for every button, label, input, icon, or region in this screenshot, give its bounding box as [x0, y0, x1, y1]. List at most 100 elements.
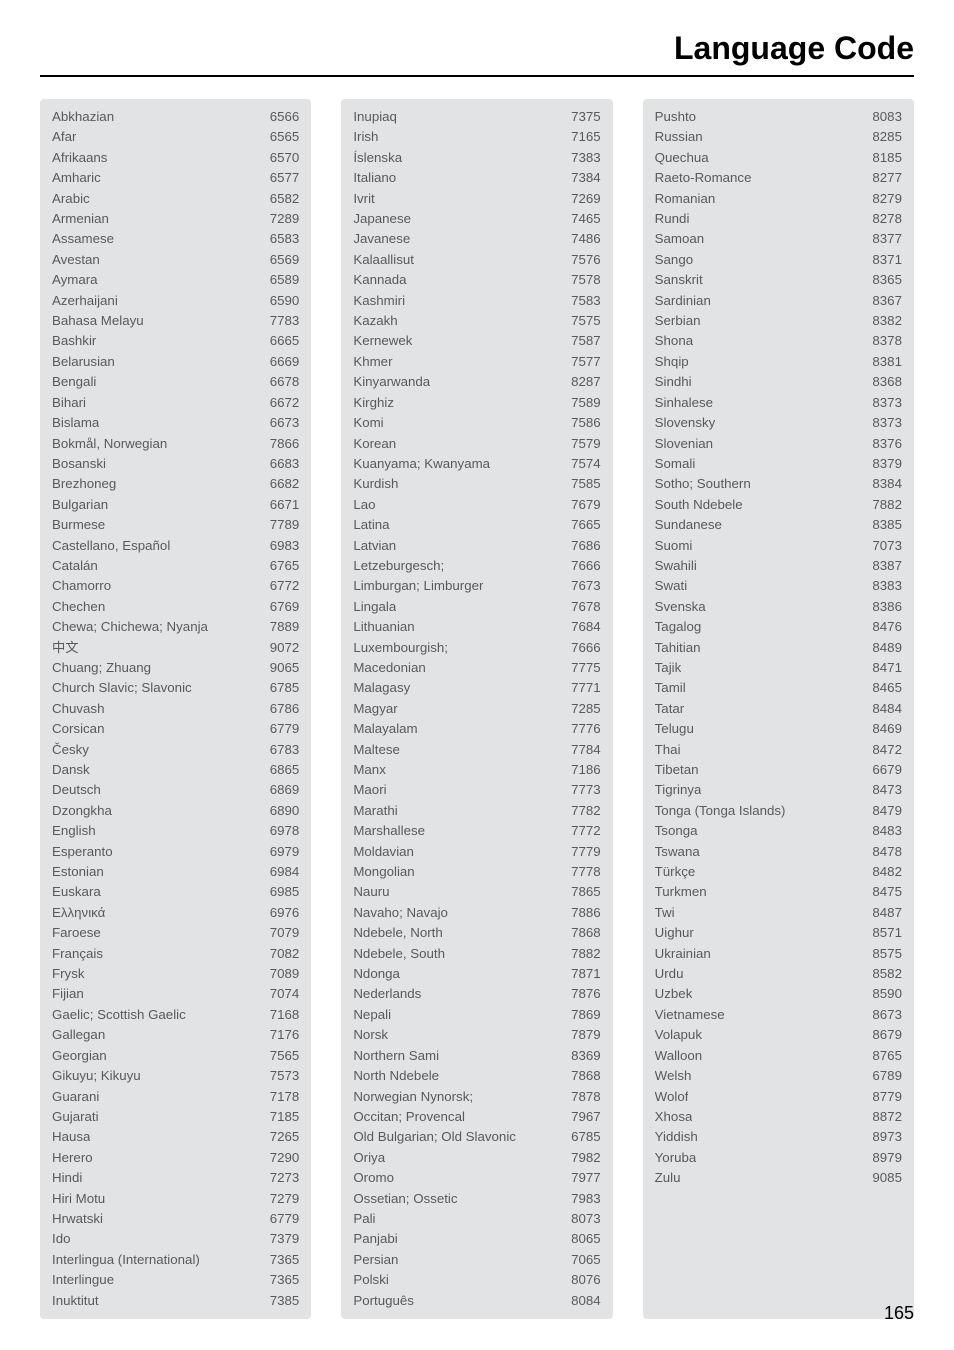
- language-name: Hrwatski: [52, 1209, 103, 1229]
- language-code: 8065: [555, 1229, 601, 1249]
- language-row: Tajik8471: [655, 658, 902, 678]
- language-name: Slovenian: [655, 434, 713, 454]
- language-row: Turkmen8475: [655, 882, 902, 902]
- language-name: Tagalog: [655, 617, 702, 637]
- language-code: 6577: [253, 168, 299, 188]
- column-3: Pushto8083Russian8285Quechua8185Raeto-Ro…: [643, 99, 914, 1319]
- language-row: Macedonian7775: [353, 658, 600, 678]
- language-name: Vietnamese: [655, 1005, 725, 1025]
- language-code: 7074: [253, 984, 299, 1004]
- language-name: Abkhazian: [52, 107, 114, 127]
- language-code: 7576: [555, 250, 601, 270]
- language-name: Lao: [353, 495, 375, 515]
- language-code: 7577: [555, 352, 601, 372]
- language-code: 7868: [555, 923, 601, 943]
- language-name: Welsh: [655, 1066, 692, 1086]
- language-name: Gallegan: [52, 1025, 105, 1045]
- language-row: Luxembourgish;7666: [353, 638, 600, 658]
- language-row: Ivrit7269: [353, 189, 600, 209]
- language-row: Welsh6789: [655, 1066, 902, 1086]
- language-name: Avestan: [52, 250, 100, 270]
- language-row: Kirghiz7589: [353, 393, 600, 413]
- language-row: Navaho; Navajo7886: [353, 903, 600, 923]
- language-row: Sindhi8368: [655, 372, 902, 392]
- language-code: 7279: [253, 1189, 299, 1209]
- language-code: 6769: [253, 597, 299, 617]
- language-name: Navaho; Navajo: [353, 903, 448, 923]
- language-name: Tajik: [655, 658, 682, 678]
- language-code: 7585: [555, 474, 601, 494]
- language-row: Yoruba8979: [655, 1148, 902, 1168]
- language-row: Korean7579: [353, 434, 600, 454]
- page-header: Language Code: [40, 30, 914, 77]
- language-name: Kashmiri: [353, 291, 405, 311]
- language-row: Ossetian; Ossetic7983: [353, 1189, 600, 1209]
- language-name: Xhosa: [655, 1107, 693, 1127]
- language-code: 8185: [856, 148, 902, 168]
- language-row: Nepali7869: [353, 1005, 600, 1025]
- language-code: 6671: [253, 495, 299, 515]
- language-row: Sardinian8367: [655, 291, 902, 311]
- language-name: Bulgarian: [52, 495, 108, 515]
- language-code: 6566: [253, 107, 299, 127]
- language-row: Kuanyama; Kwanyama7574: [353, 454, 600, 474]
- language-name: Italiano: [353, 168, 396, 188]
- language-row: Zulu9085: [655, 1168, 902, 1188]
- language-row: Hiri Motu7279: [52, 1189, 299, 1209]
- language-code: 6665: [253, 331, 299, 351]
- language-row: Burmese7789: [52, 515, 299, 535]
- language-row: Shqip8381: [655, 352, 902, 372]
- language-name: Ukrainian: [655, 944, 711, 964]
- language-row: Assamese6583: [52, 229, 299, 249]
- language-name: Chamorro: [52, 576, 111, 596]
- language-code: 6772: [253, 576, 299, 596]
- language-code: 8371: [856, 250, 902, 270]
- language-name: Kannada: [353, 270, 406, 290]
- language-name: Maori: [353, 780, 386, 800]
- language-code: 8482: [856, 862, 902, 882]
- language-name: Japanese: [353, 209, 411, 229]
- language-row: Bahasa Melayu7783: [52, 311, 299, 331]
- language-row: Thai8472: [655, 740, 902, 760]
- language-name: Sinhalese: [655, 393, 713, 413]
- language-code: 7882: [856, 495, 902, 515]
- language-row: Magyar7285: [353, 699, 600, 719]
- language-row: Deutsch6869: [52, 780, 299, 800]
- language-row: Ndebele, North7868: [353, 923, 600, 943]
- language-row: Ukrainian8575: [655, 944, 902, 964]
- language-name: Volapuk: [655, 1025, 702, 1045]
- page-number: 165: [884, 1303, 914, 1324]
- language-code: 8973: [856, 1127, 902, 1147]
- language-code: 6679: [856, 760, 902, 780]
- language-row: Nederlands7876: [353, 984, 600, 1004]
- language-code: 6673: [253, 413, 299, 433]
- language-row: Swahili8387: [655, 556, 902, 576]
- language-code: 7089: [253, 964, 299, 984]
- language-code: 7587: [555, 331, 601, 351]
- language-row: Kernewek7587: [353, 331, 600, 351]
- language-code: 6779: [253, 1209, 299, 1229]
- language-row: Chamorro 6772: [52, 576, 299, 596]
- language-code: 7290: [253, 1148, 299, 1168]
- language-row: Euskara6985: [52, 882, 299, 902]
- language-row: Manx7186: [353, 760, 600, 780]
- language-code: 7882: [555, 944, 601, 964]
- language-name: Bosanski: [52, 454, 106, 474]
- language-row: Norwegian Nynorsk;7878: [353, 1087, 600, 1107]
- language-name: Raeto-Romance: [655, 168, 752, 188]
- language-row: Kurdish7585: [353, 474, 600, 494]
- language-name: Sotho; Southern: [655, 474, 751, 494]
- language-row: Catalán6765: [52, 556, 299, 576]
- language-code: 7486: [555, 229, 601, 249]
- language-code: 7784: [555, 740, 601, 760]
- language-row: Xhosa8872: [655, 1107, 902, 1127]
- language-name: Romanian: [655, 189, 716, 209]
- language-row: Oromo7977: [353, 1168, 600, 1188]
- language-row: Mongolian7778: [353, 862, 600, 882]
- language-row: Bengali6678: [52, 372, 299, 392]
- language-code: 7168: [253, 1005, 299, 1025]
- language-row: Georgian7565: [52, 1046, 299, 1066]
- language-code: 7772: [555, 821, 601, 841]
- language-name: Armenian: [52, 209, 109, 229]
- language-row: Serbian8382: [655, 311, 902, 331]
